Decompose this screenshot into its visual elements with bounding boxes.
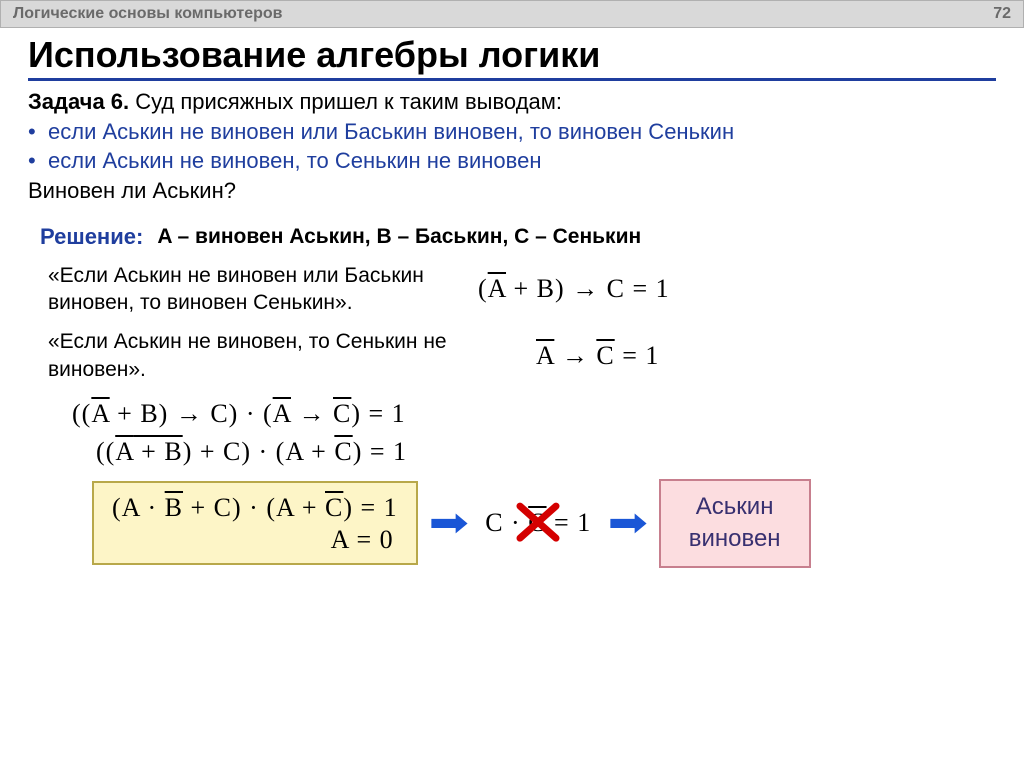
task-intro: Суд присяжных пришел к таким выводам:: [129, 89, 562, 114]
answer-line: Аськин: [689, 491, 781, 523]
task-label: Задача 6.: [28, 89, 129, 114]
page-number: 72: [993, 5, 1011, 23]
arrow-right-icon: ➡: [608, 500, 648, 546]
contradiction-formula: C · C = 1: [479, 508, 597, 538]
premise-text: «Если Аськин не виновен или Баськин вино…: [28, 262, 478, 317]
bullet-text: если Аськин не виновен, то Сенькин не ви…: [48, 146, 996, 176]
answer-box: Аськин виновен: [659, 479, 811, 568]
variable-legend: A – виновен Аськин, B – Баськин, C – Сен…: [157, 225, 641, 249]
premise-formula: A → C = 1: [536, 341, 659, 371]
slide-content: Использование алгебры логики Задача 6. С…: [0, 28, 1024, 568]
arrow-right-icon: ➡: [428, 500, 468, 546]
slide-title: Использование алгебры логики: [28, 34, 996, 81]
assumption-box: (A · B + C) · (A + C) = 1 A = 0: [92, 481, 418, 565]
solution-label: Решение:: [40, 224, 143, 250]
premise-formula: (A + B) → C = 1: [478, 274, 670, 304]
task-bullet: • если Аськин не виновен, то Сенькин не …: [28, 146, 996, 176]
conclusion-row: (A · B + C) · (A + C) = 1 A = 0 ➡ C · C …: [92, 479, 996, 568]
bullet-text: если Аськин не виновен или Баськин винов…: [48, 117, 996, 147]
header-bar: Логические основы компьютеров 72: [0, 0, 1024, 28]
task-block: Задача 6. Суд присяжных пришел к таким в…: [28, 87, 996, 206]
boxed-formula-line: (A · B + C) · (A + C) = 1: [112, 493, 398, 523]
premise-row: «Если Аськин не виновен или Баськин вино…: [28, 262, 996, 317]
task-intro-line: Задача 6. Суд присяжных пришел к таким в…: [28, 87, 996, 117]
derivation-block: ((A + B) → C) · (A → C) = 1 ((A + B) + C…: [72, 399, 996, 467]
header-topic: Логические основы компьютеров: [13, 5, 282, 23]
contradiction-text: C · C = 1: [485, 508, 591, 537]
bullet-dot-icon: •: [28, 117, 48, 147]
answer-line: виновен: [689, 523, 781, 555]
derivation-line: ((A + B) + C) · (A + C) = 1: [96, 437, 996, 467]
bullet-dot-icon: •: [28, 146, 48, 176]
derivation-line: ((A + B) → C) · (A → C) = 1: [72, 399, 996, 429]
solution-head-row: Решение: A – виновен Аськин, B – Баськин…: [28, 224, 996, 250]
premise-text: «Если Аськин не виновен, то Сенькин не в…: [28, 328, 478, 383]
task-question: Виновен ли Аськин?: [28, 176, 996, 206]
boxed-formula-line: A = 0: [112, 525, 398, 555]
task-bullet: • если Аськин не виновен или Баськин вин…: [28, 117, 996, 147]
premise-row: «Если Аськин не виновен, то Сенькин не в…: [28, 328, 996, 383]
